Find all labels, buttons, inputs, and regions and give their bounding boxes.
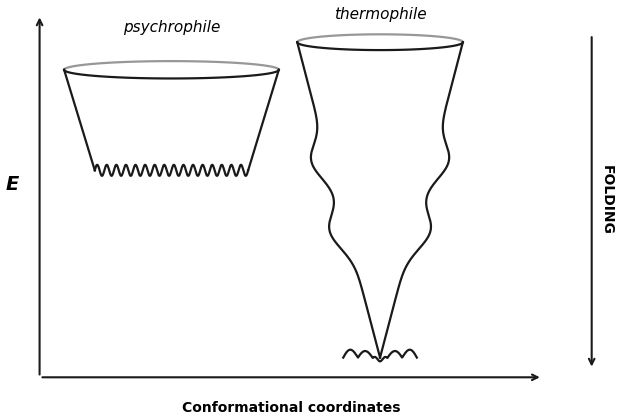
Text: E: E [6,175,19,193]
Text: Conformational coordinates: Conformational coordinates [182,401,400,415]
Text: FOLDING: FOLDING [600,165,614,235]
Text: psychrophile: psychrophile [123,20,220,35]
Text: thermophile: thermophile [334,8,426,23]
